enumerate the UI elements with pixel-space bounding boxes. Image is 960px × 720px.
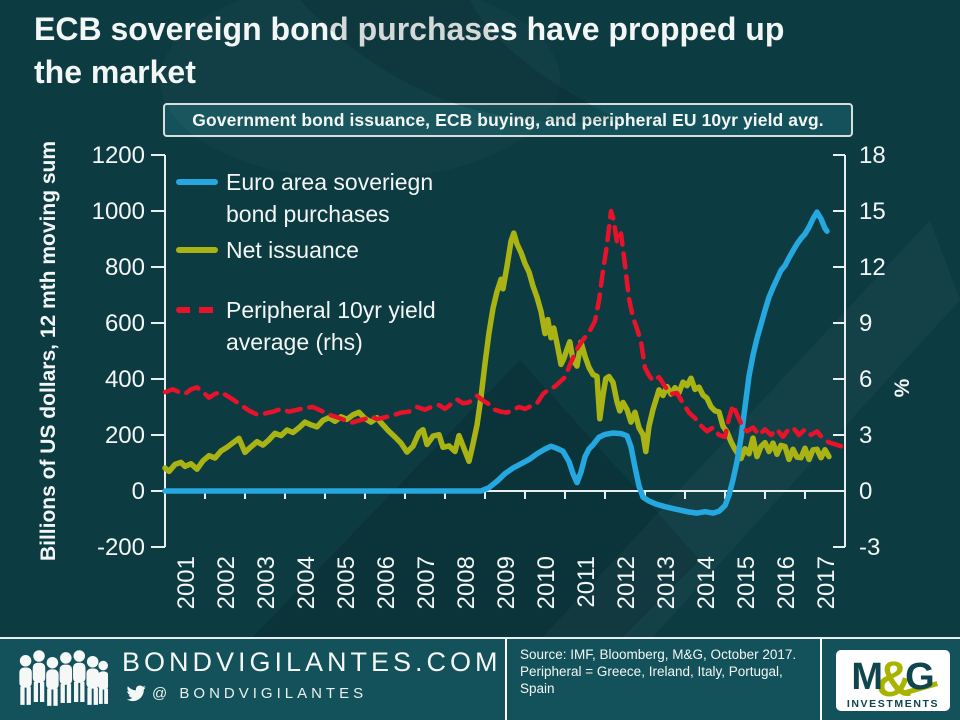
- twitter-handle[interactable]: @ BONDVIGILANTES: [126, 685, 367, 702]
- twitter-handle-text: @ BONDVIGILANTES: [152, 685, 368, 702]
- footer-divider: [820, 639, 822, 720]
- y-left-tick-label: 800: [105, 254, 145, 281]
- footer-divider: [505, 639, 507, 720]
- mandg-logo: M & G INVESTMENTS: [836, 650, 950, 711]
- x-tick-label: 2003: [253, 556, 280, 609]
- y-left-tick-label: -200: [97, 534, 145, 561]
- x-tick-label: 2001: [173, 556, 200, 609]
- legend-label: Net issuance: [226, 237, 359, 263]
- y-right-tick-label: 12: [859, 254, 886, 281]
- chart-canvas: 1200 1000 800 600 400 200 0 -200 18 15 12 9 6 3 0 -3 200…: [91, 0, 886, 640]
- x-tick-label: 2014: [693, 556, 720, 609]
- y-left-tick-label: 200: [105, 422, 145, 449]
- background-watermark: [250, 360, 700, 640]
- x-tick-label: 2002: [213, 556, 240, 609]
- site-link[interactable]: BONDVIGILANTES.COM: [122, 647, 502, 677]
- page-title: ECB sovereign bond purchases have proppe…: [34, 8, 934, 94]
- legend-label: Peripheral 10yr yield average (rhs): [226, 297, 436, 355]
- y-right-tick-label: 18: [859, 142, 886, 169]
- logo-investments-label: INVESTMENTS: [846, 697, 940, 710]
- x-tick-label: 2004: [293, 556, 320, 609]
- legend-item-purchases: Euro area soveriegn bond purchases: [176, 166, 433, 230]
- x-tick-label: 2013: [653, 556, 680, 609]
- legend-swatch-olive-line: [176, 247, 218, 253]
- series-line-peripheral-yield: [162, 208, 844, 449]
- y-right-tick-label: -3: [859, 534, 880, 561]
- x-tick-label: 2007: [413, 556, 440, 609]
- legend-item-net-issuance: Net issuance: [176, 234, 359, 266]
- y-left-tick-label: 400: [105, 366, 145, 393]
- chart-subtitle: Government bond issuance, ECB buying, an…: [192, 109, 824, 130]
- y-left-tick-label: 0: [132, 478, 145, 505]
- logo-letter-g: G: [905, 655, 935, 698]
- y-right-tick-label: 6: [859, 366, 872, 393]
- page-title-line1: ECB sovereign bond purchases have proppe…: [34, 11, 785, 47]
- bondvigilantes-people-icon: [19, 650, 108, 706]
- legend-swatch-red-dashed-line: [176, 307, 218, 313]
- background-watermark: [300, 0, 620, 123]
- y-axis-left-title: Billions of US dollars, 12 mth moving su…: [37, 140, 60, 562]
- y-left-tick-label: 1200: [92, 142, 145, 169]
- legend-swatch-blue-line: [176, 179, 218, 185]
- x-tick-label: 2008: [453, 556, 480, 609]
- x-tick-label: 2009: [493, 556, 520, 609]
- x-tick-label: 2010: [533, 556, 560, 609]
- logo-letter-m: M: [851, 655, 883, 698]
- y-right-tick-label: 9: [859, 310, 872, 337]
- y-left-tick-label: 1000: [92, 198, 145, 225]
- footer-bar: BONDVIGILANTES.COM @ BONDVIGILANTES Sour…: [0, 637, 960, 720]
- x-tick-label: 2005: [333, 556, 360, 609]
- y-left-tick-label: 600: [105, 310, 145, 337]
- source-line2: Peripheral = Greece, Ireland, Italy, Por…: [520, 664, 783, 696]
- twitter-bird-icon: [126, 685, 146, 702]
- y-axis-right-title: %: [891, 378, 914, 398]
- legend-label: Euro area soveriegn bond purchases: [226, 169, 434, 227]
- x-tick-label: 2011: [573, 556, 600, 608]
- x-tick-label: 2017: [813, 556, 840, 609]
- mandg-logo-letters: M & G: [851, 650, 935, 707]
- series-line-net-issuance: [162, 230, 832, 475]
- source-note: Source: IMF, Bloomberg, M&G, October 201…: [520, 646, 808, 697]
- y-right-tick-label: 15: [859, 198, 886, 225]
- y-right-tick-label: 3: [859, 422, 872, 449]
- chart-subtitle-box: Government bond issuance, ECB buying, an…: [163, 103, 853, 137]
- x-tick-label: 2012: [613, 556, 640, 609]
- x-tick-label: 2006: [373, 556, 400, 609]
- source-line1: Source: IMF, Bloomberg, M&G, October 201…: [520, 647, 797, 662]
- x-tick-label: 2016: [773, 556, 800, 609]
- logo-ampersand: &: [875, 650, 913, 707]
- legend-item-peripheral-yield: Peripheral 10yr yield average (rhs): [176, 294, 436, 358]
- series-line-ecb-purchases: [162, 209, 830, 516]
- y-right-tick-label: 0: [859, 478, 872, 505]
- x-tick-label: 2015: [733, 556, 760, 609]
- page-title-line2: the market: [34, 54, 196, 90]
